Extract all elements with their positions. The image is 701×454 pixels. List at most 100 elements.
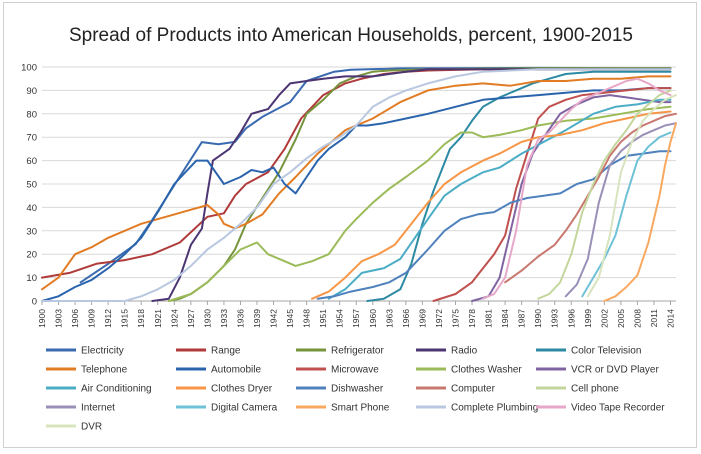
y-tick-label: 50 xyxy=(26,180,37,191)
y-tick-label: 100 xyxy=(21,63,37,74)
x-tick-label: 2008 xyxy=(632,309,642,328)
y-tick-label: 80 xyxy=(26,109,37,120)
y-tick-label: 30 xyxy=(26,226,37,237)
legend-label: VCR or DVD Player xyxy=(571,365,659,376)
legend-item: Digital Camera xyxy=(176,403,278,414)
series-lines xyxy=(41,66,677,302)
y-axis: 0 10 20 30 40 50 60 70 80 90 100 xyxy=(21,63,37,308)
x-tick-label: 1945 xyxy=(285,309,295,328)
x-tick-label: 1906 xyxy=(70,309,80,328)
x-tick-label: 1921 xyxy=(153,309,163,328)
legend: Electricity Range Refrigerator Radio Color T… xyxy=(46,346,665,433)
legend-item: Internet xyxy=(46,403,115,414)
x-tick-label: 1987 xyxy=(517,309,527,328)
x-tick-label: 2011 xyxy=(649,309,659,328)
x-tick-label: 1999 xyxy=(583,309,593,328)
x-tick-label: 1900 xyxy=(37,309,47,328)
y-tick-label: 70 xyxy=(26,133,37,144)
x-tick-label: 1990 xyxy=(533,309,543,328)
x-tick-label: 1969 xyxy=(417,309,427,328)
x-tick-label: 1993 xyxy=(550,309,560,328)
series-line-telephone xyxy=(41,75,672,291)
x-tick-label: 1933 xyxy=(219,309,229,328)
x-tick-label: 1957 xyxy=(351,309,361,328)
x-tick-label: 1972 xyxy=(434,309,444,328)
series-line-color-television xyxy=(366,70,672,302)
x-tick-label: 2014 xyxy=(665,309,675,328)
series-line-microwave xyxy=(432,87,672,302)
y-tick-label: 90 xyxy=(26,86,37,97)
x-tick-label: 1927 xyxy=(186,309,196,328)
x-tick-label: 1930 xyxy=(202,309,212,328)
series-line-cell-phone xyxy=(537,89,672,300)
series-line-smart-phone xyxy=(603,122,677,302)
y-tick-label: 60 xyxy=(26,156,37,167)
legend-label: Radio xyxy=(451,346,478,357)
chart-title: Spread of Products into American Househo… xyxy=(69,25,633,46)
x-tick-label: 1903 xyxy=(54,309,64,328)
y-tick-label: 0 xyxy=(32,297,37,308)
legend-item: DVR xyxy=(46,422,102,433)
x-tick-label: 1963 xyxy=(384,309,394,328)
x-tick-label: 1939 xyxy=(252,309,262,328)
legend-label: Digital Camera xyxy=(211,403,278,414)
legend-label: Clothes Washer xyxy=(451,365,522,376)
legend-item: Automobile xyxy=(176,365,261,376)
legend-item: Clothes Washer xyxy=(416,365,522,376)
legend-label: Air Conditioning xyxy=(81,384,152,395)
legend-label: Smart Phone xyxy=(331,403,390,414)
legend-item: Dishwasher xyxy=(296,384,384,395)
legend-label: Internet xyxy=(81,403,115,414)
legend-label: DVR xyxy=(81,422,102,433)
legend-item: Telephone xyxy=(46,365,128,376)
series-line-radio xyxy=(151,68,672,302)
series-line-computer xyxy=(504,112,677,284)
x-tick-label: 1996 xyxy=(566,309,576,328)
x-tick-label: 1981 xyxy=(484,309,494,328)
series-line-clothes-dryer xyxy=(311,110,672,300)
legend-label: Complete Plumbing xyxy=(451,403,538,414)
legend-item: Electricity xyxy=(46,346,124,357)
legend-item: Range xyxy=(176,346,241,357)
legend-item: Air Conditioning xyxy=(46,384,152,395)
series-line-range xyxy=(41,68,672,279)
x-tick-label: 1942 xyxy=(269,309,279,328)
legend-item: Computer xyxy=(416,384,496,395)
x-tick-label: 1978 xyxy=(467,309,477,328)
series-line-dvr xyxy=(586,94,677,298)
y-tick-label: 40 xyxy=(26,203,37,214)
x-tick-label: 1924 xyxy=(169,309,179,328)
legend-label: Electricity xyxy=(81,346,124,357)
legend-label: Telephone xyxy=(81,365,128,376)
series-line-dishwasher xyxy=(316,150,672,300)
legend-label: Microwave xyxy=(331,365,379,376)
x-tick-label: 1918 xyxy=(136,309,146,328)
legend-item: Complete Plumbing xyxy=(416,403,538,414)
legend-item: Clothes Dryer xyxy=(176,384,273,395)
x-tick-label: 1984 xyxy=(500,309,510,328)
series-line-vcr-or-dvd-player xyxy=(471,94,672,302)
x-tick-label: 1915 xyxy=(120,309,130,328)
legend-item: Refrigerator xyxy=(296,346,384,357)
y-tick-label: 20 xyxy=(26,250,37,261)
x-tick-label: 2005 xyxy=(616,309,626,328)
x-tick-label: 1951 xyxy=(318,309,328,328)
legend-label: Dishwasher xyxy=(331,384,384,395)
legend-label: Range xyxy=(211,346,241,357)
legend-label: Clothes Dryer xyxy=(211,384,273,395)
legend-label: Cell phone xyxy=(571,384,619,395)
y-tick-label: 10 xyxy=(26,273,37,284)
chart-frame: Spread of Products into American Househo… xyxy=(3,2,697,448)
legend-item: Radio xyxy=(416,346,478,357)
x-tick-label: 1954 xyxy=(335,309,345,328)
x-tick-label: 1960 xyxy=(368,309,378,328)
series-line-complete-plumbing xyxy=(41,68,672,302)
x-tick-label: 1912 xyxy=(103,309,113,328)
legend-item: Cell phone xyxy=(536,384,619,395)
series-line-internet xyxy=(564,122,677,298)
series-line-automobile xyxy=(41,87,672,302)
series-line-clothes-washer xyxy=(167,105,672,302)
legend-label: Refrigerator xyxy=(331,346,384,357)
series-line-digital-camera xyxy=(581,131,672,298)
legend-item: VCR or DVD Player xyxy=(536,365,659,376)
